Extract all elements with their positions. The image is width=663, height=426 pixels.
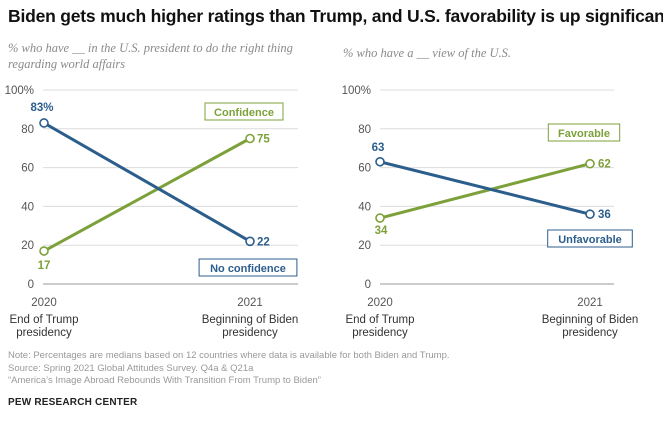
x-sublabel: presidency <box>16 327 72 339</box>
x-sublabel: presidency <box>562 327 618 339</box>
unfavorable-legend-label: Unfavorable <box>558 234 622 246</box>
favorable-point <box>375 213 385 223</box>
favorable-point <box>585 158 595 169</box>
left-chart-subtitle: % who have __ in the U.S. president to d… <box>8 41 293 71</box>
confidence-value-label: 75 <box>257 134 270 146</box>
no-confidence-value-label: 83% <box>30 102 53 114</box>
favorable-value-label: 34 <box>375 225 388 237</box>
unfavorable-series-line <box>378 160 592 216</box>
x-sublabel: presidency <box>222 327 278 339</box>
no-confidence-series-line <box>42 121 252 243</box>
no-confidence-legend-label: No confidence <box>210 263 286 275</box>
unfavorable-legend-box <box>547 229 633 248</box>
right-chart-subtitle: % who have a __ view of the U.S. <box>343 46 512 60</box>
favorable-series-line <box>378 162 592 220</box>
no-confidence-point <box>245 236 255 247</box>
report-line: “America’s Image Abroad Rebounds With Tr… <box>8 375 321 386</box>
unfavorable-value-label: 63 <box>372 142 385 154</box>
confidence-point <box>245 133 255 144</box>
x-sublabel: Beginning of Biden <box>202 314 299 326</box>
note-line: Note: Percentages are medians based on 1… <box>8 350 450 361</box>
confidence-legend-box <box>204 102 284 121</box>
no-confidence-legend-box <box>198 258 298 277</box>
favorable-legend-box <box>547 123 621 142</box>
x-tick-label: 2021 <box>577 297 603 309</box>
x-sublabel: Beginning of Biden <box>542 314 639 326</box>
brand-label: PEW RESEARCH CENTER <box>8 397 138 408</box>
y-tick-label: 100% <box>5 85 34 97</box>
no-confidence-point <box>39 118 49 128</box>
y-tick-label: 40 <box>21 201 34 213</box>
unfavorable-point <box>375 156 385 167</box>
x-tick-label: 2020 <box>31 297 57 309</box>
notes: Note: Percentages are medians based on 1… <box>8 350 450 388</box>
unfavorable-point <box>585 209 595 219</box>
y-tick-label: 60 <box>21 163 34 175</box>
no-confidence-value-label: 22 <box>257 236 270 248</box>
y-tick-label: 80 <box>358 124 371 136</box>
y-tick-label: 20 <box>21 240 34 252</box>
chart-title: Biden gets much higher ratings than Trum… <box>8 6 663 26</box>
confidence-series-line <box>42 137 252 253</box>
source-line: Source: Spring 2021 Global Attitudes Sur… <box>8 362 254 374</box>
x-tick-label: 2020 <box>367 297 393 309</box>
y-tick-label: 0 <box>365 279 371 291</box>
confidence-point <box>39 246 49 256</box>
unfavorable-value-label: 36 <box>598 209 611 221</box>
confidence-legend-label: Confidence <box>214 107 274 119</box>
x-sublabel: End of Trump <box>9 314 78 326</box>
y-tick-label: 60 <box>358 163 371 175</box>
y-tick-label: 100% <box>342 85 371 97</box>
favorable-legend-label: Favorable <box>558 128 610 140</box>
x-sublabel: presidency <box>352 327 408 339</box>
y-tick-label: 80 <box>21 124 34 136</box>
confidence-value-label: 17 <box>38 260 51 272</box>
x-sublabel: End of Trump <box>345 314 414 326</box>
y-tick-label: 20 <box>358 240 371 252</box>
x-tick-label: 2021 <box>237 297 263 309</box>
y-tick-label: 40 <box>358 201 371 213</box>
y-tick-label: 0 <box>28 279 34 291</box>
favorable-value-label: 62 <box>598 159 611 171</box>
